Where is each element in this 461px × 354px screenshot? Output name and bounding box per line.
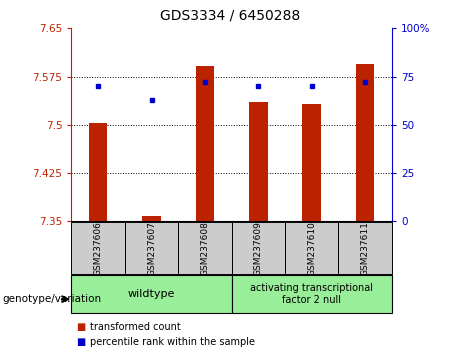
- Bar: [71, 222, 125, 274]
- Text: percentile rank within the sample: percentile rank within the sample: [90, 337, 255, 347]
- Text: GSM237606: GSM237606: [94, 221, 103, 276]
- Text: ■: ■: [76, 337, 85, 347]
- Text: wildtype: wildtype: [128, 289, 175, 299]
- Text: GDS3334 / 6450288: GDS3334 / 6450288: [160, 9, 301, 23]
- Text: GSM237609: GSM237609: [254, 221, 263, 276]
- Text: GSM237611: GSM237611: [361, 221, 370, 276]
- Text: transformed count: transformed count: [90, 322, 181, 332]
- Bar: [231, 275, 392, 313]
- Text: activating transcriptional
factor 2 null: activating transcriptional factor 2 null: [250, 283, 373, 306]
- Bar: [71, 275, 231, 313]
- Text: GSM237610: GSM237610: [307, 221, 316, 276]
- Bar: [302, 104, 321, 221]
- Bar: [231, 222, 285, 274]
- Bar: [89, 124, 107, 221]
- Bar: [338, 222, 392, 274]
- Bar: [249, 102, 268, 221]
- Bar: [178, 222, 231, 274]
- Bar: [285, 222, 338, 274]
- Bar: [356, 64, 374, 221]
- Bar: [125, 222, 178, 274]
- Text: GSM237607: GSM237607: [147, 221, 156, 276]
- Bar: [195, 65, 214, 221]
- Text: genotype/variation: genotype/variation: [2, 294, 101, 304]
- Text: ■: ■: [76, 322, 85, 332]
- Text: GSM237608: GSM237608: [201, 221, 209, 276]
- Bar: [142, 216, 161, 221]
